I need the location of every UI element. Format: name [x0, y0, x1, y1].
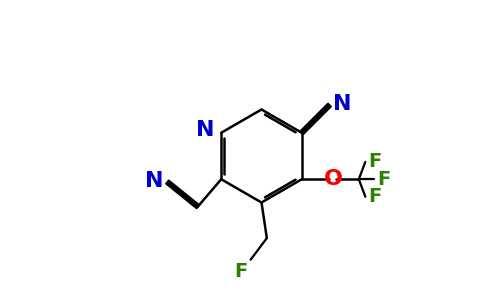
Text: F: F: [234, 262, 248, 281]
Text: O: O: [323, 169, 343, 189]
Text: N: N: [145, 171, 163, 190]
Text: N: N: [196, 120, 214, 140]
Text: F: F: [368, 152, 381, 171]
Text: F: F: [368, 187, 381, 206]
Text: F: F: [377, 170, 390, 189]
Text: N: N: [333, 94, 352, 114]
